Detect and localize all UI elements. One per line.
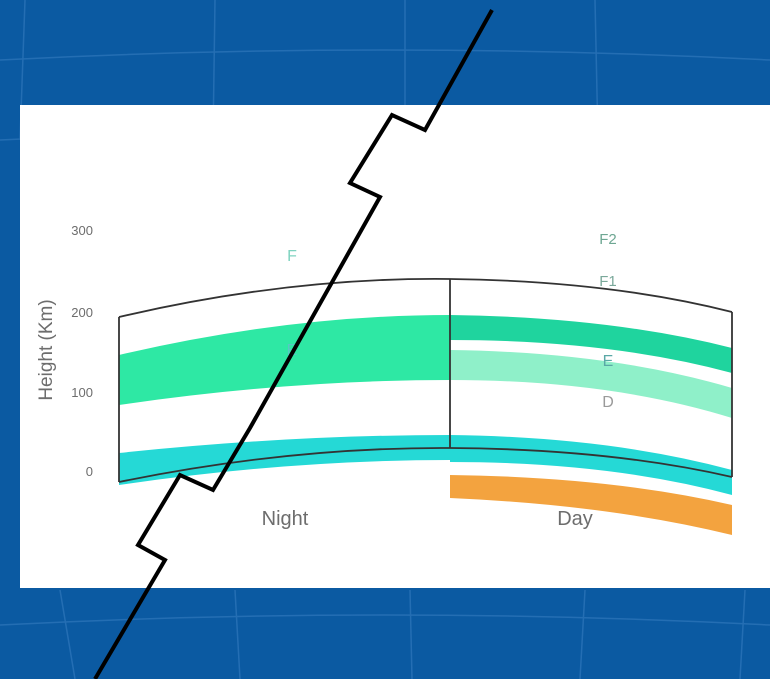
day-f2-layer-label: F2 — [599, 231, 617, 248]
day-f1-layer-band — [450, 350, 732, 418]
grid-line — [59, 589, 76, 679]
night-f-layer-band — [119, 315, 450, 405]
outer-top-arc — [118, 278, 733, 318]
day-f1-layer-label: F1 — [599, 273, 617, 290]
night-e-layer-band — [119, 435, 450, 485]
grid-line — [579, 589, 586, 679]
ionosphere-layers-diagram: 300 200 100 0 Height (Km) Night Day F E … — [36, 223, 733, 535]
grid-line — [739, 589, 746, 679]
y-tick-200: 200 — [71, 305, 93, 320]
y-axis-label: Height (Km) — [36, 299, 57, 400]
y-tick-100: 100 — [71, 385, 93, 400]
ionosphere-figure-panel: 300 200 100 0 Height (Km) Night Day F E … — [20, 105, 770, 588]
night-e-layer-label: E — [287, 342, 298, 359]
day-panel-label: Day — [557, 508, 593, 530]
night-f-layer-label: F — [287, 248, 297, 265]
day-d-layer-band — [450, 475, 732, 535]
y-tick-300: 300 — [71, 223, 93, 238]
day-f2-layer-band — [450, 315, 732, 373]
day-d-layer-label: D — [602, 394, 614, 411]
day-e-layer-label: E — [603, 353, 614, 370]
night-panel-label: Night — [262, 508, 309, 530]
y-tick-0: 0 — [86, 464, 93, 479]
